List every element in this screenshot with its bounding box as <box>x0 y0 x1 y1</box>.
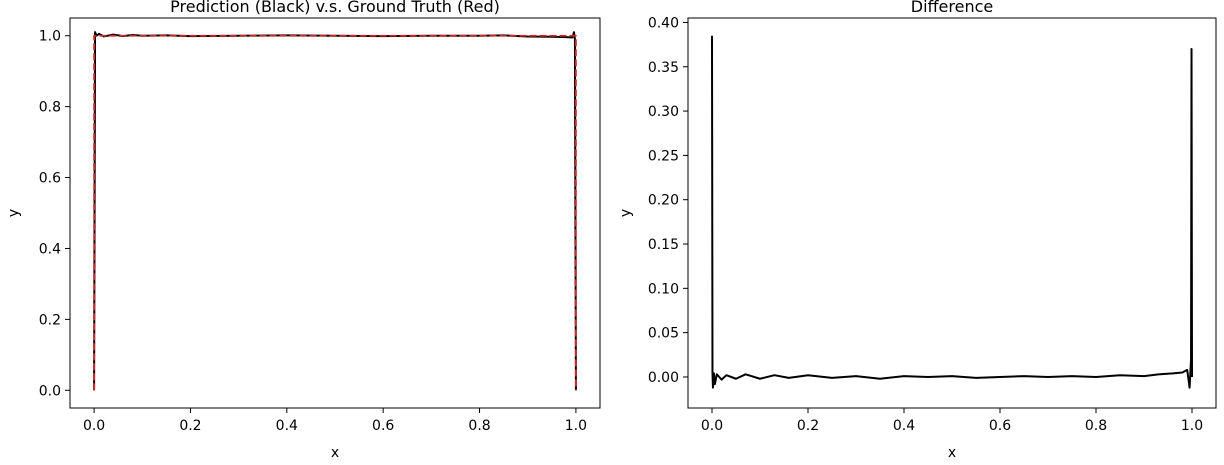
x-tick-label: 0.6 <box>989 418 1011 434</box>
y-tick-label: 0.0 <box>39 383 61 399</box>
x-tick-label: 0.4 <box>893 418 915 434</box>
plot-title: Prediction (Black) v.s. Ground Truth (Re… <box>170 0 500 16</box>
x-tick-label: 0.6 <box>372 418 394 434</box>
y-tick-label: 0.40 <box>648 15 679 31</box>
y-tick-label: 0.4 <box>39 241 61 257</box>
subplot-1: Prediction (Black) v.s. Ground Truth (Re… <box>6 0 601 461</box>
y-tick-label: 0.20 <box>648 193 679 209</box>
series-line-1 <box>93 31 577 391</box>
axes-frame <box>687 17 1217 409</box>
y-tick-label: 0.10 <box>648 281 679 297</box>
y-tick-label: 0.15 <box>648 237 679 253</box>
x-tick-label: 0.0 <box>701 418 723 434</box>
x-tick-label: 0.2 <box>797 418 819 434</box>
x-axis-label: x <box>948 445 956 461</box>
subplot-2: Difference 0.0 0.2 0.4 0.6 0.8 1.0 0.00 0.05 0.10… <box>618 0 1217 461</box>
x-tick-label: 0.8 <box>1085 418 1107 434</box>
y-tick-label: 0.8 <box>39 100 61 116</box>
y-tick-label: 0.2 <box>39 312 61 328</box>
x-tick-label: 0.0 <box>83 418 105 434</box>
x-tick-label: 0.8 <box>468 418 490 434</box>
y-axis-label: y <box>6 209 22 217</box>
axes-frame <box>69 17 601 409</box>
x-tick-label: 1.0 <box>1181 418 1203 434</box>
x-tick-label: 1.0 <box>565 418 587 434</box>
x-tick-label: 0.4 <box>276 418 298 434</box>
y-tick-label: 0.30 <box>648 104 679 120</box>
y-tick-label: 0.35 <box>648 60 679 76</box>
series-line-2 <box>93 34 577 391</box>
y-tick-label: 0.6 <box>39 171 61 187</box>
y-tick-label: 0.00 <box>648 370 679 386</box>
series-line-1 <box>711 35 1193 389</box>
plot-title: Difference <box>911 0 993 16</box>
y-axis-label: y <box>618 209 634 217</box>
x-tick-label: 0.2 <box>179 418 201 434</box>
y-tick-label: 1.0 <box>39 29 61 45</box>
x-axis-label: x <box>331 445 339 461</box>
y-tick-label: 0.25 <box>648 148 679 164</box>
y-tick-label: 0.05 <box>648 326 679 342</box>
